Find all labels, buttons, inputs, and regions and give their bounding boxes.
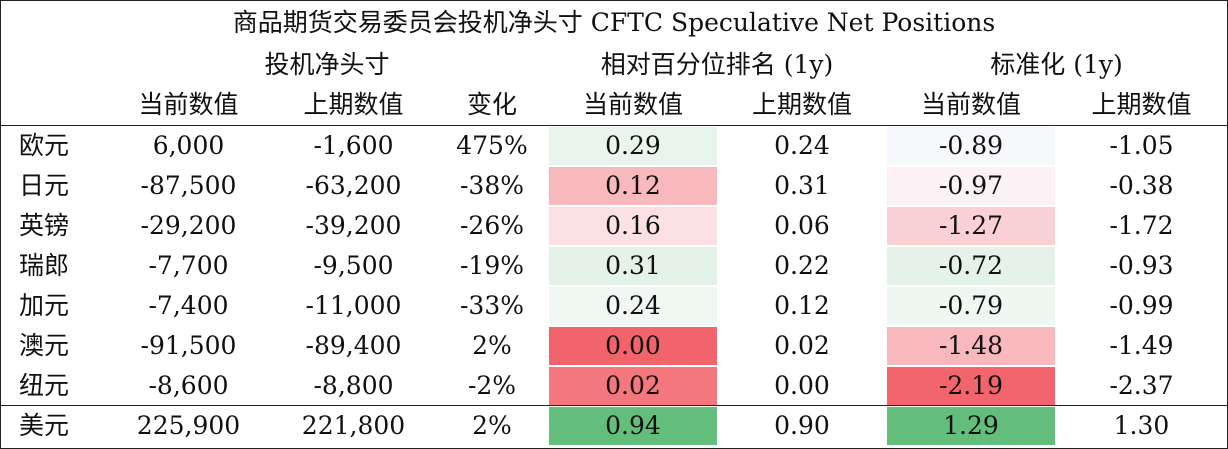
cell-shade [887, 367, 1055, 405]
cell-shade [549, 167, 717, 205]
cell: 0.12 [605, 171, 661, 200]
cell: -89,400 [305, 331, 402, 360]
header-rule [1, 125, 1227, 126]
cell: -1.72 [1109, 211, 1174, 240]
cell: -0.97 [938, 171, 1004, 200]
cell: 221,800 [301, 411, 406, 440]
cell-shade [549, 287, 717, 325]
cell: 0.12 [774, 291, 830, 320]
cell-shade [887, 127, 1055, 165]
cell: -0.72 [938, 251, 1004, 280]
group-header: 相对百分位排名 (1y) [600, 50, 834, 79]
cell: -26% [459, 211, 524, 240]
cell: 6,000 [152, 131, 225, 160]
cell-shade [549, 207, 717, 245]
cell-shade [549, 127, 717, 165]
cell-shade [549, 367, 717, 405]
column-header: 上期数值 [303, 90, 404, 119]
cell: -0.99 [1109, 291, 1174, 320]
cell: -7,400 [148, 291, 229, 320]
cell: 0.00 [774, 371, 830, 400]
cell-shade [549, 407, 717, 445]
cell: 0.02 [605, 371, 661, 400]
group-header: 标准化 (1y) [990, 50, 1123, 79]
cell: -1.48 [938, 331, 1004, 360]
title: 商品期货交易委员会投机净头寸 CFTC Speculative Net Posi… [232, 8, 996, 37]
cell: -1.27 [938, 211, 1004, 240]
cell: 1.30 [1113, 411, 1170, 440]
cell: -2% [467, 371, 517, 400]
row-label: 欧元 [19, 131, 70, 160]
cell: -9,500 [313, 251, 394, 280]
cell: -0.79 [938, 291, 1004, 320]
column-header: 上期数值 [751, 90, 852, 119]
row-label: 瑞郎 [19, 251, 70, 280]
cell: -33% [459, 291, 524, 320]
cell-shade [887, 167, 1055, 205]
cell-shade [887, 407, 1055, 445]
cell-shade [887, 247, 1055, 285]
cell: 0.24 [605, 291, 661, 320]
footer-rule [1, 405, 1227, 406]
cell-shade [887, 207, 1055, 245]
row-label: 澳元 [19, 331, 70, 360]
cell: 0.31 [605, 251, 661, 280]
cell: -7,700 [148, 251, 229, 280]
cell-shade [549, 247, 717, 285]
cell: 475% [456, 131, 528, 160]
cell: 0.16 [605, 211, 661, 240]
cell: -2.19 [938, 371, 1004, 400]
cell: -0.89 [938, 131, 1004, 160]
row-label: 纽元 [19, 371, 70, 400]
cell: 0.02 [774, 331, 830, 360]
cell: -1,600 [313, 131, 394, 160]
cell: -38% [459, 171, 524, 200]
row-label: 美元 [19, 411, 70, 440]
group-header: 投机净头寸 [264, 50, 390, 79]
cell: 0.22 [774, 251, 830, 280]
cell: -11,000 [305, 291, 402, 320]
cell: 225,900 [136, 411, 241, 440]
cell: -0.38 [1109, 171, 1174, 200]
cell: -8,600 [148, 371, 229, 400]
cell: 2% [472, 411, 512, 440]
cell: -8,800 [313, 371, 394, 400]
column-header: 当前数值 [138, 90, 239, 119]
cell: 0.06 [774, 211, 830, 240]
cell: 1.29 [943, 411, 999, 440]
cell: -2.37 [1109, 371, 1174, 400]
cell: 2% [472, 331, 512, 360]
cell: 0.00 [605, 331, 661, 360]
cell: 0.31 [774, 171, 830, 200]
cell: -87,500 [140, 171, 237, 200]
cell: 0.90 [774, 411, 830, 440]
cell: -19% [459, 251, 524, 280]
column-header: 变化 [466, 90, 517, 119]
cell: -63,200 [305, 171, 402, 200]
cell: 0.24 [774, 131, 830, 160]
row-label: 日元 [19, 171, 70, 200]
column-header: 当前数值 [582, 90, 683, 119]
cell-shade [887, 287, 1055, 325]
column-header: 上期数值 [1091, 90, 1192, 119]
cell: -91,500 [140, 331, 237, 360]
cell-shade [887, 327, 1055, 365]
row-label: 英镑 [19, 211, 70, 240]
cell: 0.94 [605, 411, 661, 440]
column-header: 当前数值 [920, 90, 1021, 119]
cell: -0.93 [1109, 251, 1174, 280]
row-label: 加元 [19, 291, 70, 320]
cell: -29,200 [140, 211, 237, 240]
cell: 0.29 [605, 131, 661, 160]
cell: -39,200 [305, 211, 402, 240]
cell: -1.05 [1109, 131, 1174, 160]
cell: -1.49 [1109, 331, 1174, 360]
cell-shade [549, 327, 717, 365]
